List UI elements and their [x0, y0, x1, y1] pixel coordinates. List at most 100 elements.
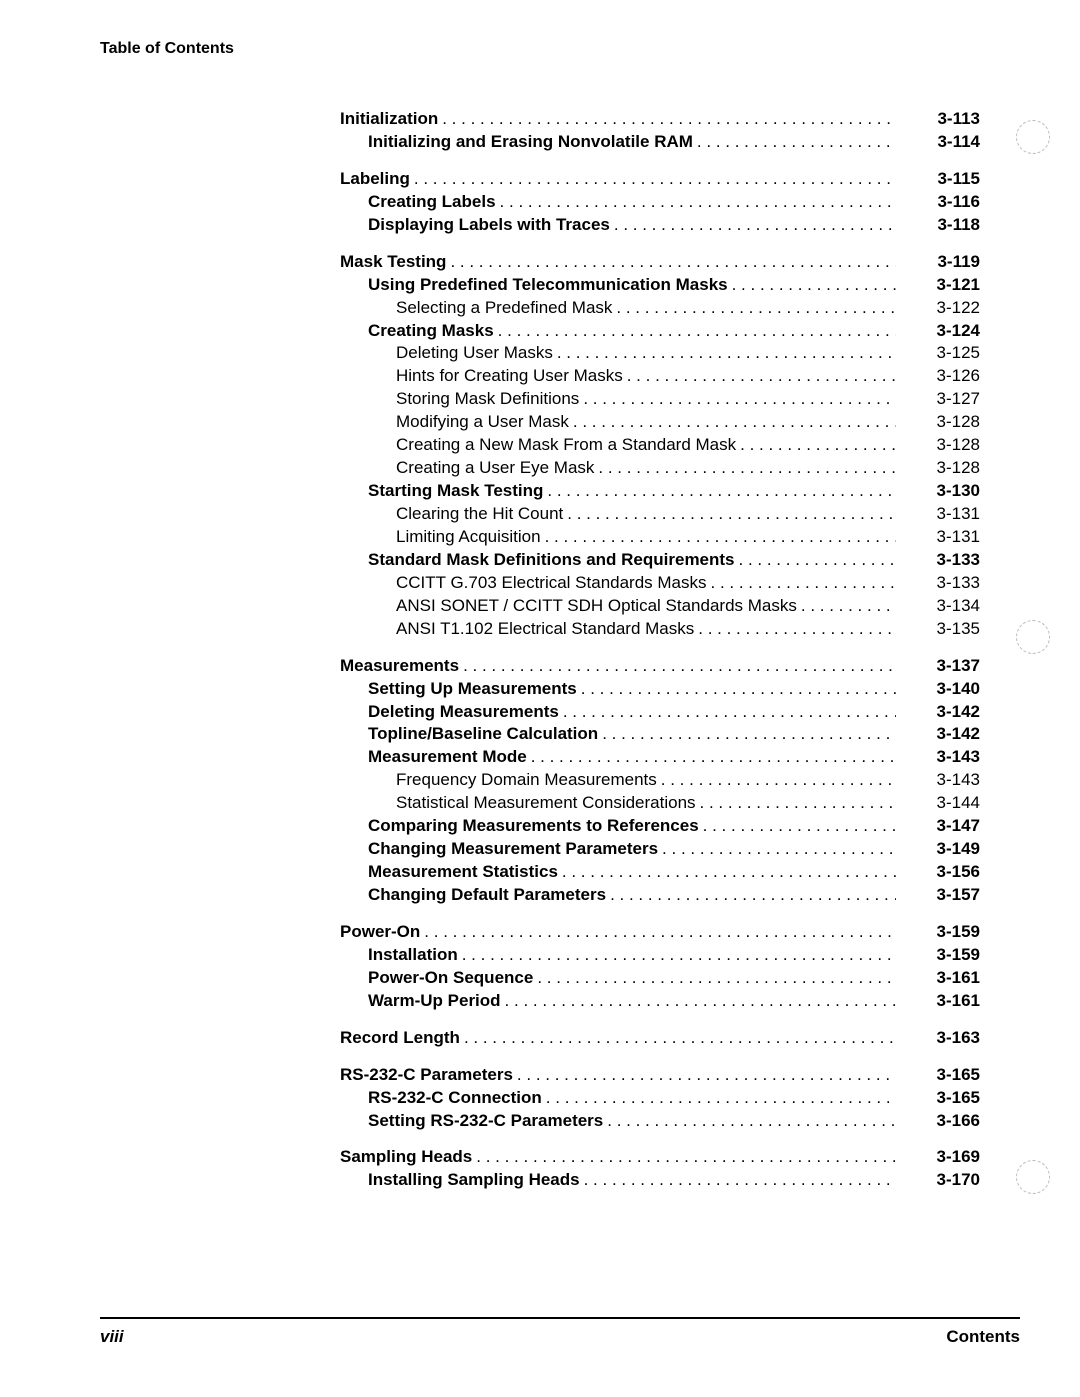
toc-entry: Record Length3-163 [340, 1027, 980, 1050]
toc-entry-page: 3-165 [900, 1064, 980, 1087]
punch-hole-icon [1016, 1160, 1050, 1194]
toc-entry-title: Mask Testing [340, 251, 446, 274]
toc-leader-dots [583, 388, 896, 411]
toc-leader-dots [464, 1027, 896, 1050]
toc-entry-title: Creating a User Eye Mask [396, 457, 594, 480]
toc-entry: Power-On3-159 [340, 921, 980, 944]
toc-leader-dots [500, 191, 896, 214]
toc-entry-title: Standard Mask Definitions and Requiremen… [368, 549, 735, 572]
toc-leader-dots [424, 921, 896, 944]
toc-entry-title: Sampling Heads [340, 1146, 472, 1169]
toc-entry-page: 3-115 [900, 168, 980, 191]
toc-entry-page: 3-166 [900, 1110, 980, 1133]
toc-entry-title: Frequency Domain Measurements [396, 769, 657, 792]
toc-leader-dots [662, 838, 896, 861]
toc-entry-title: ANSI SONET / CCITT SDH Optical Standards… [396, 595, 797, 618]
toc-entry: Measurements3-137 [340, 655, 980, 678]
toc-entry-title: RS-232-C Parameters [340, 1064, 513, 1087]
toc-container: Initialization3-113Initializing and Eras… [340, 108, 980, 1192]
punch-hole-icon [1016, 620, 1050, 654]
toc-entry: RS-232-C Connection3-165 [340, 1087, 980, 1110]
punch-hole-icon [1016, 120, 1050, 154]
toc-entry-page: 3-126 [900, 365, 980, 388]
toc-entry-title: Initialization [340, 108, 438, 131]
toc-entry: Comparing Measurements to References3-14… [340, 815, 980, 838]
toc-leader-dots [567, 503, 896, 526]
toc-entry-title: Statistical Measurement Considerations [396, 792, 696, 815]
toc-entry: Deleting User Masks 3-125 [340, 342, 980, 365]
toc-entry: Clearing the Hit Count3-131 [340, 503, 980, 526]
toc-entry-title: Labeling [340, 168, 410, 191]
toc-entry-page: 3-122 [900, 297, 980, 320]
toc-entry: ANSI T1.102 Electrical Standard Masks 3-1… [340, 618, 980, 641]
toc-entry-title: Changing Default Parameters [368, 884, 606, 907]
toc-entry: Storing Mask Definitions3-127 [340, 388, 980, 411]
toc-entry-title: Clearing the Hit Count [396, 503, 563, 526]
toc-entry-title: Power-On Sequence [368, 967, 533, 990]
toc-entry: CCITT G.703 Electrical Standards Masks3-… [340, 572, 980, 595]
toc-entry: Displaying Labels with Traces3-118 [340, 214, 980, 237]
toc-leader-dots [627, 365, 896, 388]
toc-entry: Installing Sampling Heads3-170 [340, 1169, 980, 1192]
toc-leader-dots [697, 131, 896, 154]
toc-leader-dots [546, 1087, 896, 1110]
toc-entry: Creating Masks3-124 [340, 320, 980, 343]
toc-leader-dots [711, 572, 896, 595]
toc-entry: Power-On Sequence3-161 [340, 967, 980, 990]
toc-entry-page: 3-125 [900, 342, 980, 365]
toc-entry-page: 3-133 [900, 572, 980, 595]
toc-entry-page: 3-130 [900, 480, 980, 503]
toc-leader-dots [517, 1064, 896, 1087]
toc-entry-title: ANSI T1.102 Electrical Standard Masks [396, 618, 694, 641]
toc-leader-dots [607, 1110, 896, 1133]
toc-entry: Frequency Domain Measurements 3-143 [340, 769, 980, 792]
toc-entry-title: Starting Mask Testing [368, 480, 543, 503]
toc-entry: Creating a New Mask From a Standard Mask… [340, 434, 980, 457]
toc-entry-title: Modifying a User Mask [396, 411, 569, 434]
toc-entry-title: Installing Sampling Heads [368, 1169, 580, 1192]
toc-entry-title: Deleting Measurements [368, 701, 559, 724]
toc-entry-title: Installation [368, 944, 458, 967]
toc-entry: Selecting a Predefined Mask3-122 [340, 297, 980, 320]
toc-leader-dots [573, 411, 896, 434]
toc-entry-title: Hints for Creating User Masks [396, 365, 623, 388]
toc-leader-dots [598, 457, 896, 480]
toc-entry-page: 3-149 [900, 838, 980, 861]
toc-leader-dots [614, 214, 896, 237]
toc-entry-page: 3-143 [900, 769, 980, 792]
toc-entry: Creating a User Eye Mask3-128 [340, 457, 980, 480]
toc-entry: Hints for Creating User Masks 3-126 [340, 365, 980, 388]
toc-entry: Measurement Mode3-143 [340, 746, 980, 769]
toc-entry-title: Warm-Up Period [368, 990, 501, 1013]
toc-entry: RS-232-C Parameters 3-165 [340, 1064, 980, 1087]
toc-leader-dots [610, 884, 896, 907]
toc-entry-title: Measurement Statistics [368, 861, 558, 884]
toc-entry-page: 3-131 [900, 526, 980, 549]
toc-entry: Setting Up Measurements3-140 [340, 678, 980, 701]
toc-entry: Measurement Statistics3-156 [340, 861, 980, 884]
toc-entry-page: 3-144 [900, 792, 980, 815]
toc-leader-dots [581, 678, 896, 701]
toc-entry-page: 3-165 [900, 1087, 980, 1110]
toc-entry: ANSI SONET / CCITT SDH Optical Standards… [340, 595, 980, 618]
toc-entry: Topline/Baseline Calculation3-142 [340, 723, 980, 746]
toc-entry-title: Setting RS-232-C Parameters [368, 1110, 603, 1133]
toc-entry-page: 3-140 [900, 678, 980, 701]
toc-entry: Labeling 3-115 [340, 168, 980, 191]
toc-entry-page: 3-135 [900, 618, 980, 641]
toc-leader-dots [505, 990, 896, 1013]
toc-leader-dots [739, 549, 896, 572]
toc-entry: Installation3-159 [340, 944, 980, 967]
toc-leader-dots [732, 274, 896, 297]
toc-leader-dots [462, 944, 896, 967]
toc-entry-title: Deleting User Masks [396, 342, 553, 365]
toc-leader-dots [703, 815, 896, 838]
toc-entry-title: Storing Mask Definitions [396, 388, 579, 411]
footer-page-number: viii [100, 1327, 124, 1347]
toc-entry-title: Topline/Baseline Calculation [368, 723, 598, 746]
toc-entry-title: Measurements [340, 655, 459, 678]
toc-leader-dots [557, 342, 896, 365]
toc-entry-page: 3-118 [900, 214, 980, 237]
toc-entry: Warm-Up Period3-161 [340, 990, 980, 1013]
toc-entry-page: 3-114 [900, 131, 980, 154]
